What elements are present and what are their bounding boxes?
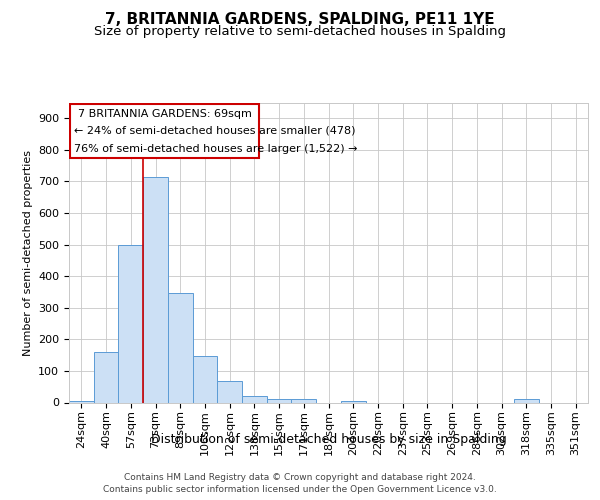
Bar [514,398,539,402]
Bar [168,293,193,403]
Text: Contains HM Land Registry data © Crown copyright and database right 2024.: Contains HM Land Registry data © Crown c… [124,472,476,482]
Bar [118,244,143,402]
Text: 7, BRITANNIA GARDENS, SPALDING, PE11 1YE: 7, BRITANNIA GARDENS, SPALDING, PE11 1YE [105,12,495,28]
FancyBboxPatch shape [70,104,259,158]
Bar [217,382,242,402]
Text: 76% of semi-detached houses are larger (1,522) →: 76% of semi-detached houses are larger (… [74,144,358,154]
Bar [292,398,316,402]
Y-axis label: Number of semi-detached properties: Number of semi-detached properties [23,150,32,356]
Text: Contains public sector information licensed under the Open Government Licence v3: Contains public sector information licen… [103,485,497,494]
Bar [94,352,118,403]
Bar [69,401,94,402]
Bar [341,401,365,402]
Text: ← 24% of semi-detached houses are smaller (478): ← 24% of semi-detached houses are smalle… [74,126,355,136]
Bar [193,356,217,403]
Bar [242,396,267,402]
Bar [143,176,168,402]
Text: 7 BRITANNIA GARDENS: 69sqm: 7 BRITANNIA GARDENS: 69sqm [78,109,252,119]
Bar [267,398,292,402]
Text: Distribution of semi-detached houses by size in Spalding: Distribution of semi-detached houses by … [151,432,506,446]
Text: Size of property relative to semi-detached houses in Spalding: Size of property relative to semi-detach… [94,25,506,38]
